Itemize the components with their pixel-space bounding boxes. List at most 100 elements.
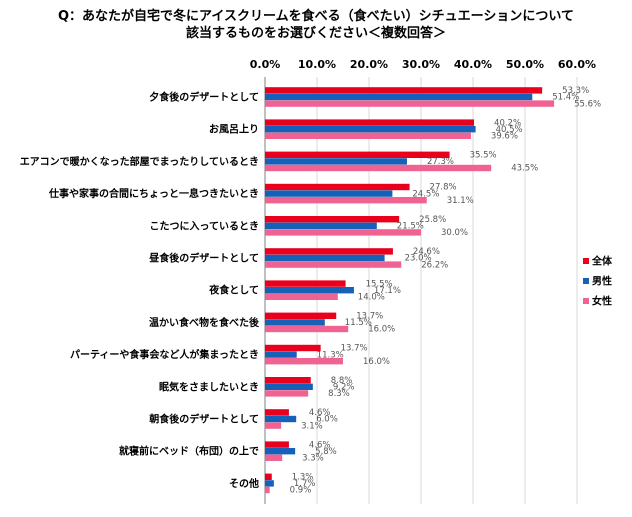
data-label: 27.3% [427, 157, 454, 167]
data-label: 24.6% [413, 247, 440, 257]
data-label: 55.6% [574, 99, 601, 109]
bar-1 [265, 441, 289, 448]
data-label: 13.7% [341, 344, 368, 354]
legend-label: 男性 [592, 275, 612, 288]
data-label: 23.0% [405, 254, 432, 264]
legend-label: 女性 [592, 295, 612, 308]
category-label: こたつに入っているとき [150, 220, 260, 232]
x-tick-label: 40.0% [454, 58, 492, 71]
data-labels: 53.3%51.4%55.6% 40.2%40.5%39.6% 35.5% 27.3%… [290, 86, 601, 496]
category-label: パーティーや食事会など人が集まったとき [70, 348, 259, 361]
data-label: 8.8% [331, 376, 353, 386]
legend-label: 全体 [591, 255, 613, 268]
data-label: 39.6% [491, 132, 518, 142]
x-tick-label: 20.0% [350, 58, 388, 71]
bar-series-group [265, 87, 555, 494]
data-label: 11.5% [345, 318, 372, 328]
bar-2 [265, 415, 297, 423]
data-label: 4.6% [309, 440, 331, 450]
bar-2 [265, 158, 407, 165]
bar-1 [265, 248, 393, 255]
bar-1 [265, 119, 475, 126]
bar-1 [265, 312, 337, 319]
bar-1 [265, 280, 346, 287]
x-tick-label: 60.0% [558, 58, 596, 71]
bar-2 [265, 480, 274, 487]
bar-1 [265, 183, 410, 191]
bar-2 [265, 351, 297, 358]
bar-1 [265, 473, 272, 480]
bar-3 [265, 261, 402, 268]
data-label: 8.3% [328, 389, 350, 399]
data-label: 17.1% [374, 286, 401, 296]
data-label: 9.2% [333, 383, 355, 393]
data-label: 21.5% [397, 222, 424, 232]
data-label: 24.5% [412, 189, 439, 199]
bar-3 [265, 229, 421, 236]
bar-3 [265, 486, 270, 494]
x-tick-label: 10.0% [298, 58, 336, 71]
gridlines [264, 77, 578, 504]
data-label: 53.3% [562, 86, 589, 96]
data-label: 11.3% [317, 350, 344, 360]
category-label: 夜食として [208, 284, 259, 297]
data-label: 51.4% [552, 93, 579, 103]
data-label: 16.0% [368, 325, 395, 335]
data-label: 25.8% [419, 215, 446, 225]
data-label: 6.0% [316, 415, 338, 425]
x-tick-label: 0.0% [250, 58, 281, 71]
legend-swatch [583, 278, 589, 284]
bar-1 [265, 87, 543, 94]
bar-1 [265, 216, 400, 223]
data-label: 3.3% [302, 454, 324, 464]
bar-3 [265, 100, 555, 107]
x-tick-label: 50.0% [506, 58, 544, 71]
data-label: 26.2% [421, 260, 448, 270]
data-label: 1.3% [292, 473, 314, 483]
bar-3 [265, 164, 492, 172]
data-label: 3.1% [301, 421, 323, 431]
chart-title-line-2: 該当するものをお選びください＜複数回答＞ [186, 25, 446, 41]
category-label: お風呂上り [209, 123, 259, 136]
bar-3 [265, 358, 343, 365]
bar-3 [265, 454, 283, 461]
data-label: 40.5% [496, 125, 523, 135]
bar-1 [265, 409, 289, 416]
category-label: 昼食後のデザートとして [149, 252, 259, 265]
legend-swatch [583, 258, 589, 264]
data-label: 31.1% [447, 196, 474, 206]
bar-3 [265, 293, 338, 300]
category-label: 朝食後のデザートとして [149, 413, 259, 426]
category-label: 仕事や家事の合間にちょっと一息つきたいとき [48, 187, 259, 200]
data-label: 1.7% [294, 479, 316, 489]
bar-1 [265, 344, 321, 352]
data-label: 14.0% [358, 293, 385, 303]
legend-swatch [583, 298, 589, 304]
bar-2 [265, 448, 296, 455]
bar-2 [265, 383, 313, 390]
data-label: 13.7% [356, 312, 383, 322]
x-axis-tick-labels: 0.0% 10.0% 20.0% 30.0% 40.0% 50.0% 60.0% [250, 58, 596, 71]
data-label: 4.6% [309, 408, 331, 418]
bar-1 [265, 377, 311, 384]
x-tick-label: 30.0% [402, 58, 440, 71]
data-label: 0.9% [290, 486, 312, 496]
data-label: 15.5% [366, 279, 393, 289]
bar-2 [265, 190, 393, 197]
bar-3 [265, 390, 309, 397]
chart-title-line-1: Q：あなたが自宅で冬にアイスクリームを食べる（食べたい）シチュエーションについて [58, 8, 574, 24]
bar-3 [265, 325, 349, 333]
data-label: 43.5% [511, 164, 538, 174]
bar-3 [265, 197, 427, 204]
bar-2 [265, 126, 476, 133]
bar-1 [265, 151, 450, 158]
category-label: 眠気をさましたいとき [159, 380, 259, 393]
bar-3 [265, 132, 471, 139]
data-label: 40.2% [494, 118, 521, 128]
category-label: 夕食後のデザートとして [149, 91, 259, 104]
category-label: その他 [229, 477, 259, 490]
bar-2 [265, 254, 385, 262]
category-label: 温かい食べ物を食べた後 [149, 316, 260, 329]
